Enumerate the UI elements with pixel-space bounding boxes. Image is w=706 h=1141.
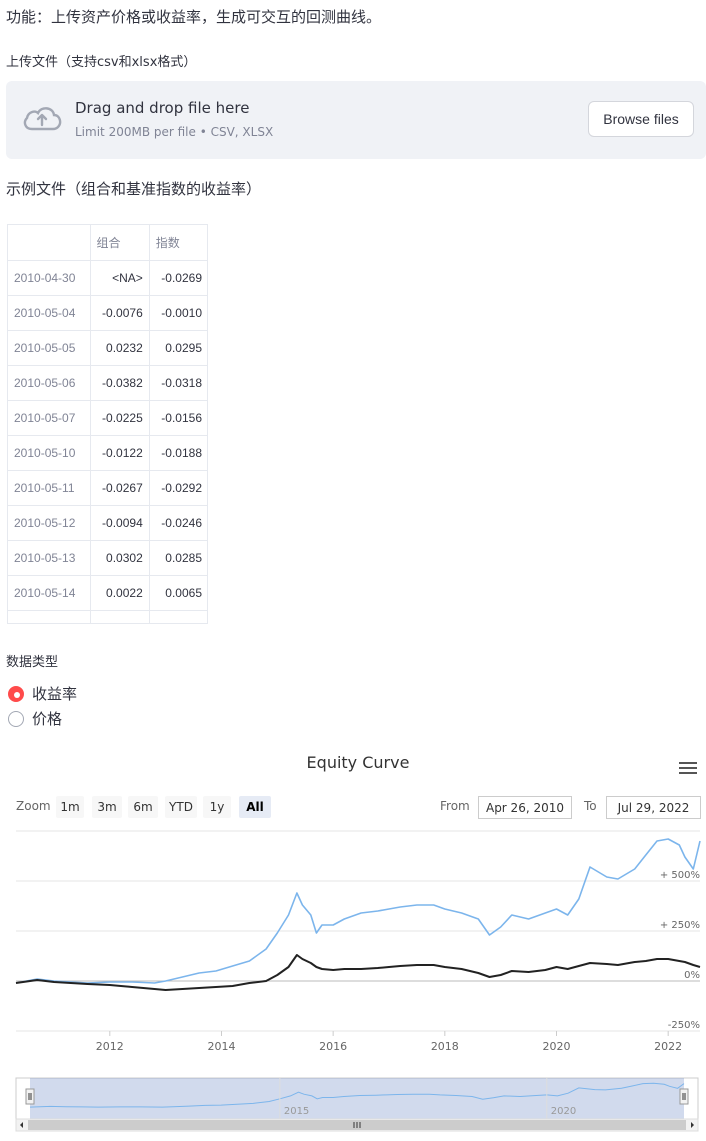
row-index: 2010-05-12 xyxy=(8,505,91,541)
upload-label: 上传文件（支持csv和xlsx格式） xyxy=(6,55,197,70)
table-row: 2010-05-13 0.0302 0.0285 xyxy=(8,540,207,576)
cell[interactable]: -0.0225 xyxy=(90,400,150,436)
radio-unchecked-icon[interactable] xyxy=(8,710,24,727)
cell[interactable]: -0.0122 xyxy=(90,435,150,471)
navigator-frame xyxy=(15,1077,699,1120)
scroll-left-arrow-icon[interactable] xyxy=(20,1122,23,1128)
cloud-upload-icon xyxy=(23,107,62,131)
row-index: 2010-05-14 xyxy=(8,575,91,611)
zoom-1y-button[interactable]: 1y xyxy=(203,796,231,818)
cell[interactable]: -0.0094 xyxy=(90,505,150,541)
series-line-0 xyxy=(15,838,701,984)
radio-price[interactable]: 价格 xyxy=(8,708,62,729)
radio-checked-icon[interactable] xyxy=(8,685,24,702)
y-tick-label: + 250% xyxy=(660,920,700,931)
cell[interactable]: 0.0022 xyxy=(90,575,150,611)
navigator-handle[interactable] xyxy=(25,1088,35,1105)
data-type-label: 数据类型 xyxy=(6,655,59,670)
radio-label: 价格 xyxy=(32,710,63,728)
cell[interactable]: -0.0246 xyxy=(149,505,207,541)
file-dropzone[interactable]: Drag and drop file here Limit 200MB per … xyxy=(6,81,706,159)
browse-files-button[interactable]: Browse files xyxy=(588,101,694,137)
row-index: 2010-05-10 xyxy=(8,435,91,471)
y-tick-label: -250% xyxy=(668,1020,700,1031)
table-row: 2010-05-11 -0.0267 -0.0292 xyxy=(8,470,207,506)
row-index: 2010-05-11 xyxy=(8,470,91,506)
dropzone-limit: Limit 200MB per file • CSV, XLSX xyxy=(75,125,274,139)
row-index: 2010-05-05 xyxy=(8,330,91,366)
table-row: 2010-04-30 <NA> -0.0269 xyxy=(8,260,207,296)
table-row xyxy=(8,610,207,623)
row-index: 2010-05-04 xyxy=(8,295,91,331)
hamburger-menu-icon[interactable] xyxy=(679,762,697,776)
example-label: 示例文件（组合和基准指数的收益率） xyxy=(6,180,262,198)
radio-label: 收益率 xyxy=(32,685,78,703)
table-row: 2010-05-07 -0.0225 -0.0156 xyxy=(8,400,207,436)
cell[interactable]: 0.0295 xyxy=(149,330,207,366)
navigator-tick-label: 2020 xyxy=(551,1106,576,1117)
y-tick-label: 0% xyxy=(684,970,700,981)
row-index: 2010-05-06 xyxy=(8,365,91,401)
column-header[interactable]: 组合 xyxy=(90,225,150,261)
page-intro: 功能：上传资产价格或收益率，生成可交互的回测曲线。 xyxy=(6,8,382,26)
table-row: 2010-05-05 0.0232 0.0295 xyxy=(8,330,207,366)
table-row: 2010-05-04 -0.0076 -0.0010 xyxy=(8,295,207,331)
from-label: From xyxy=(440,799,470,813)
index-header xyxy=(8,225,91,261)
from-date-input[interactable]: Apr 26, 2010 xyxy=(478,796,572,819)
row-index: 2010-05-07 xyxy=(8,400,91,436)
row-index: 2010-05-13 xyxy=(8,540,91,576)
example-dataframe[interactable]: 组合 指数 2010-04-30 <NA> -0.0269 2010-05-04 -0.… xyxy=(7,224,208,624)
y-tick-label: + 500% xyxy=(660,870,700,881)
x-tick-label: 2014 xyxy=(207,1040,235,1053)
cell[interactable]: -0.0292 xyxy=(149,470,207,506)
table-row: 2010-05-14 0.0022 0.0065 xyxy=(8,575,207,611)
table-row: 2010-05-10 -0.0122 -0.0188 xyxy=(8,435,207,471)
radio-returns[interactable]: 收益率 xyxy=(8,683,77,704)
zoom-ytd-button[interactable]: YTD xyxy=(165,796,197,818)
cell[interactable]: 0.0232 xyxy=(90,330,150,366)
to-date-input[interactable]: Jul 29, 2022 xyxy=(606,796,701,819)
table-row: 2010-05-06 -0.0382 -0.0318 xyxy=(8,365,207,401)
cell[interactable]: -0.0267 xyxy=(90,470,150,506)
x-tick-label: 2018 xyxy=(431,1040,459,1053)
cell[interactable]: -0.0382 xyxy=(90,365,150,401)
navigator-mask xyxy=(30,1078,684,1119)
to-label: To xyxy=(584,799,597,813)
series-line-1 xyxy=(15,954,701,991)
zoom-6m-button[interactable]: 6m xyxy=(128,796,158,818)
row-index: 2010-04-30 xyxy=(8,260,91,296)
cell[interactable]: -0.0156 xyxy=(149,400,207,436)
table-row: 2010-05-12 -0.0094 -0.0246 xyxy=(8,505,207,541)
zoom-1m-button[interactable]: 1m xyxy=(56,796,84,818)
scroll-right-arrow-icon[interactable] xyxy=(691,1122,694,1128)
column-header[interactable]: 指数 xyxy=(149,225,207,261)
cell[interactable]: -0.0010 xyxy=(149,295,207,331)
cell[interactable]: -0.0076 xyxy=(90,295,150,331)
x-tick-label: 2020 xyxy=(542,1040,570,1053)
zoom-all-button[interactable]: All xyxy=(239,796,271,818)
cell[interactable]: -0.0269 xyxy=(149,260,207,296)
navigator-series xyxy=(29,1082,685,1108)
x-tick-label: 2012 xyxy=(96,1040,124,1053)
dropzone-title: Drag and drop file here xyxy=(75,99,250,117)
cell[interactable]: 0.0285 xyxy=(149,540,207,576)
cell[interactable]: <NA> xyxy=(90,260,150,296)
x-tick-label: 2022 xyxy=(654,1040,682,1053)
zoom-3m-button[interactable]: 3m xyxy=(92,796,122,818)
chart-title: Equity Curve xyxy=(306,753,410,772)
x-tick-label: 2016 xyxy=(319,1040,347,1053)
navigator-handle[interactable] xyxy=(679,1088,689,1105)
table-header-row: 组合 指数 xyxy=(8,225,207,261)
cell[interactable]: -0.0188 xyxy=(149,435,207,471)
cell[interactable]: 0.0302 xyxy=(90,540,150,576)
zoom-label: Zoom xyxy=(16,799,51,813)
cell[interactable]: 0.0065 xyxy=(149,575,207,611)
equity-curve-chart[interactable]: -250% 0% + 250% + 500% 2012 2014 2016 2018 2020 2… xyxy=(0,825,706,1135)
cell[interactable]: -0.0318 xyxy=(149,365,207,401)
navigator-tick-label: 2015 xyxy=(284,1106,309,1117)
